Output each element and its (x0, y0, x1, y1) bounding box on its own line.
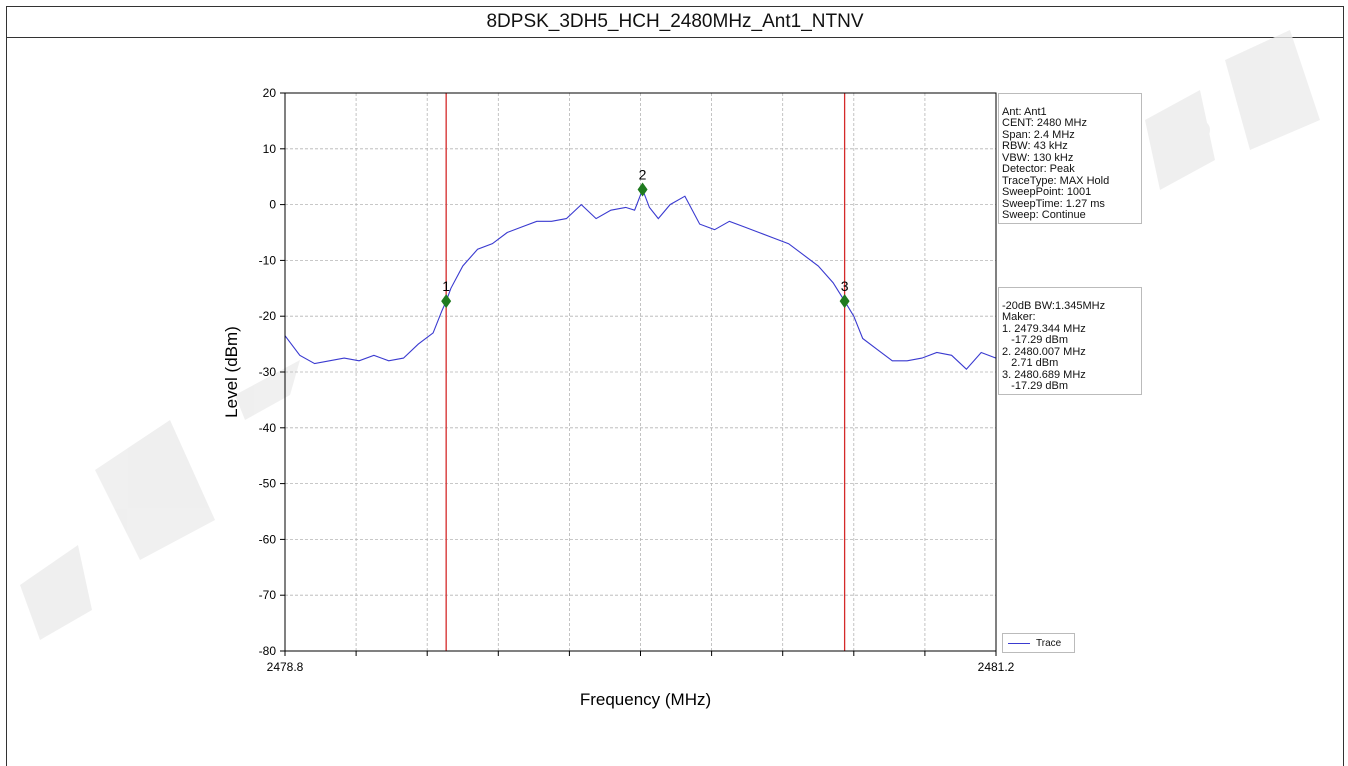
info-line: Sweep: Continue (1002, 209, 1086, 221)
marker-label: 1 (442, 278, 450, 294)
info-line: Detector: Peak (1002, 163, 1075, 175)
y-axis: 20 10 0 -10 -20 -30 -40 -50 -60 -70 -80 (259, 86, 285, 658)
marker-line: 2.71 dBm (1002, 357, 1059, 369)
info-line: CENT: 2480 MHz (1002, 117, 1087, 129)
info-line: SweepTime: 1.27 ms (1002, 197, 1105, 210)
marker-diamond (839, 294, 850, 309)
marker-summary-box: -20dB BW:1.345MHz Maker: 1. 2479.344 MHz -… (998, 287, 1142, 395)
y-tick-label: -30 (259, 365, 277, 379)
marker-diamond (441, 294, 452, 309)
analyzer-settings-box: Ant: Ant1 CENT: 2480 MHz Span: 2.4 MHz RBW:… (998, 93, 1142, 224)
report-frame (6, 6, 1344, 766)
y-tick-label: 0 (269, 198, 276, 212)
marker-label: 2 (639, 166, 647, 182)
info-line: Span: 2.4 MHz (1002, 128, 1075, 141)
y-tick-label: -40 (259, 421, 277, 435)
x-axis: 2478.8 2481.2 (267, 651, 1015, 674)
y-tick-label: 20 (263, 86, 277, 100)
marker-line: 3. 2480.689 MHz (1002, 368, 1086, 381)
marker-line: Maker: (1002, 311, 1036, 323)
marker-line: 1. 2479.344 MHz (1002, 322, 1086, 335)
y-tick-label: -60 (259, 532, 277, 546)
legend: Trace (1002, 633, 1075, 653)
marker-line: 2. 2480.007 MHz (1002, 345, 1086, 358)
info-line: SweepPoint: 1001 (1002, 186, 1092, 198)
y-tick-label: -70 (259, 588, 277, 602)
trace-line (284, 187, 997, 370)
y-axis-label: Level (dBm) (222, 326, 241, 418)
marker-line: -20dB BW:1.345MHz (1002, 299, 1106, 312)
trace-group (284, 187, 997, 370)
y-tick-label: 10 (263, 142, 277, 156)
info-line: Ant: Ant1 (1002, 105, 1047, 118)
x-tick-label: 2481.2 (978, 660, 1015, 674)
marker-points: 1 2 3 (441, 166, 850, 309)
x-axis-label: Frequency (MHz) (580, 690, 711, 709)
plot-area (284, 92, 997, 652)
y-tick-label: -50 (259, 477, 277, 491)
x-tick-label: 2478.8 (267, 660, 304, 674)
info-line: RBW: 43 kHz (1002, 140, 1068, 152)
marker-line: -17.29 dBm (1002, 380, 1069, 392)
legend-trace-label: Trace (1036, 637, 1062, 649)
marker-label: 3 (841, 278, 849, 294)
info-line: TraceType: MAX Hold (1002, 174, 1110, 187)
y-tick-label: -80 (259, 644, 277, 658)
legend-trace-swatch (1008, 642, 1030, 644)
info-line: VBW: 130 kHz (1002, 151, 1074, 164)
marker-lines (445, 93, 846, 651)
marker-line: -17.29 dBm (1002, 334, 1069, 346)
y-tick-label: -10 (259, 253, 277, 267)
chart-title: 8DPSK_3DH5_HCH_2480MHz_Ant1_NTNV (6, 6, 1344, 38)
marker-diamond (637, 182, 648, 197)
y-tick-label: -20 (259, 309, 277, 323)
